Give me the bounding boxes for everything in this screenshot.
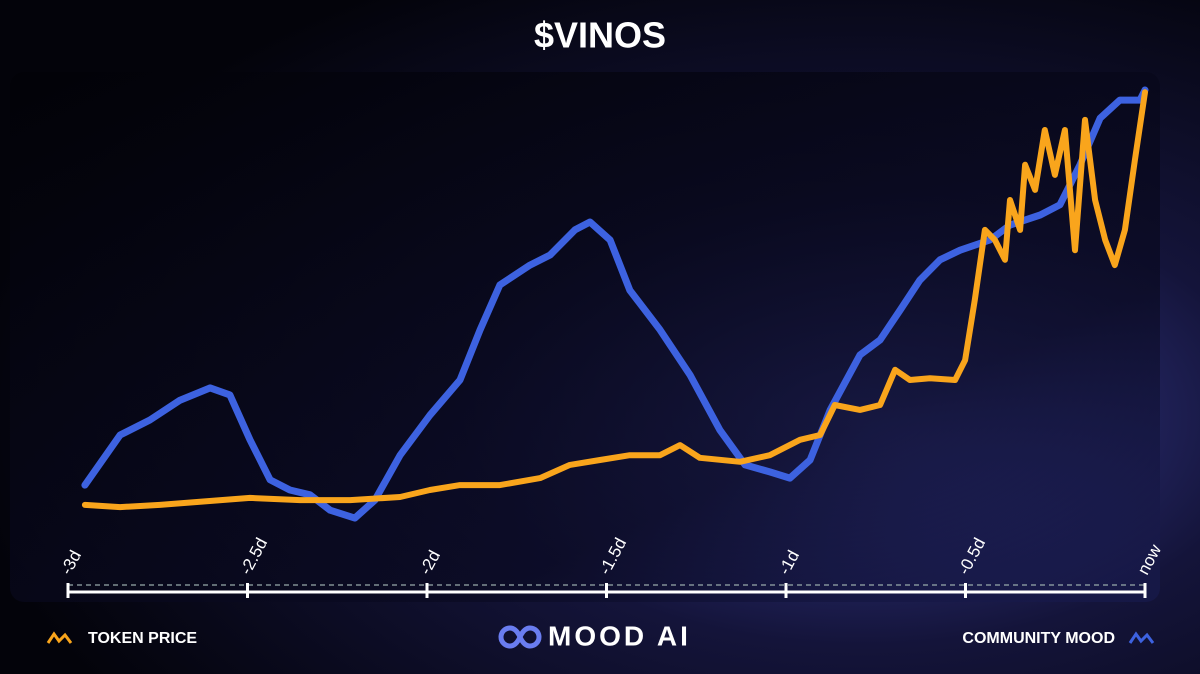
- legend-icon: [1128, 631, 1155, 644]
- brand-logo: MOOD AI: [498, 620, 691, 651]
- series-line: [81, 89, 1148, 511]
- brand-text: MOOD AI: [548, 620, 691, 651]
- legend-icon: [46, 631, 73, 644]
- legend-label: TOKEN PRICE: [88, 630, 197, 647]
- legend-label: COMMUNITY MOOD: [962, 630, 1115, 647]
- series-line: [81, 86, 1149, 522]
- plot-panel: [10, 72, 1160, 602]
- chart-title: $VINOS: [534, 15, 666, 56]
